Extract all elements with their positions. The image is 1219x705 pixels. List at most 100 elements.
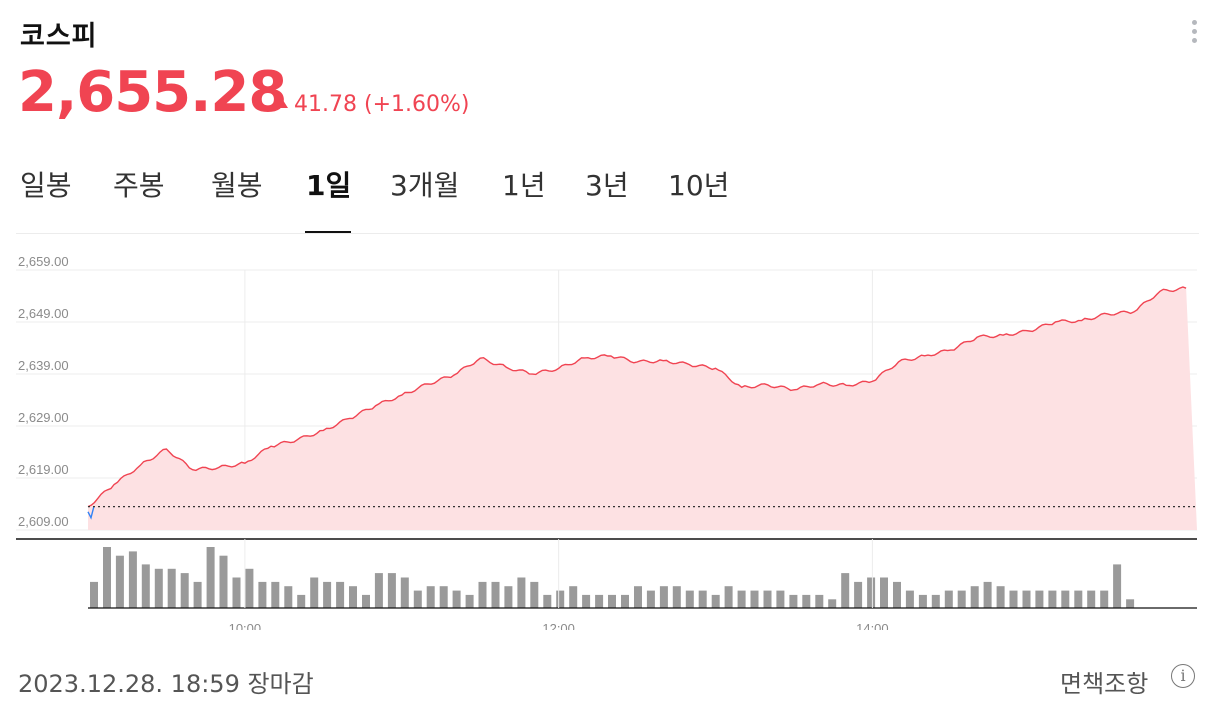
volume-bar [543, 594, 552, 608]
y-tick-label: 2,639.00 [18, 358, 69, 373]
tab-monthly-candle[interactable]: 월봉 [211, 169, 263, 202]
tab-3-months[interactable]: 3개월 [390, 169, 460, 202]
volume-bar [180, 573, 189, 608]
volume-bar [724, 586, 733, 608]
volume-bar [556, 590, 565, 608]
volume-bar [569, 586, 578, 608]
volume-bar [491, 581, 500, 608]
tab-weekly-candle[interactable]: 주봉 [113, 169, 165, 202]
volume-bar [634, 586, 642, 608]
volume-bar [323, 581, 332, 608]
volume-bar [996, 586, 1005, 608]
volume-bar [1100, 590, 1109, 608]
volume-bar [387, 573, 396, 608]
volume-bar [970, 586, 979, 608]
volume-bar [103, 547, 111, 608]
volume-bar [504, 586, 513, 608]
volume-bar [336, 581, 345, 608]
volume-bar [1074, 590, 1083, 608]
x-tick-label: 12:00 [542, 621, 575, 630]
change-value: 41.78 [294, 92, 357, 117]
volume-bar [931, 594, 940, 608]
volume-bar [439, 586, 448, 608]
volume-bar [271, 581, 280, 608]
volume-bar [763, 590, 772, 608]
volume-bar [621, 594, 629, 608]
volume-bar [297, 594, 306, 608]
tab-3-years[interactable]: 3년 [585, 169, 629, 202]
volume-bar [232, 577, 241, 608]
volume-bar [646, 590, 655, 608]
volume-bar [854, 581, 863, 608]
volume-bar [1048, 590, 1057, 608]
volume-bar [867, 577, 876, 608]
y-tick-label: 2,649.00 [18, 306, 69, 321]
y-tick-label: 2,629.00 [18, 410, 69, 425]
intraday-chart[interactable]: 2,659.00 2,649.00 2,639.00 2,629.00 2,619.00… [0, 240, 1219, 630]
volume-bar [918, 594, 927, 608]
index-title: 코스피 [20, 21, 98, 52]
volume-bar [659, 586, 668, 608]
volume-bar [154, 568, 163, 608]
y-tick-label: 2,619.00 [18, 462, 69, 477]
volume-bar [608, 594, 616, 608]
up-triangle-icon [274, 97, 288, 108]
volume-bar [115, 555, 124, 608]
price-line [87, 286, 1187, 508]
volume-bar [880, 577, 888, 608]
more-options-icon[interactable] [1190, 20, 1200, 46]
volume-bar [426, 586, 435, 608]
y-tick-label: 2,609.00 [18, 514, 69, 529]
period-tabs: 일봉 주봉 월봉 1일 3개월 1년 3년 10년 [0, 164, 1219, 234]
volume-bar [452, 590, 461, 608]
volume-bar [374, 573, 383, 608]
volume-bar [893, 581, 901, 608]
tab-daily-candle[interactable]: 일봉 [20, 169, 72, 202]
info-icon[interactable]: i [1171, 664, 1195, 688]
volume-bar [1126, 599, 1135, 608]
tab-10-years[interactable]: 10년 [668, 169, 730, 202]
price-area-fill [88, 287, 1197, 530]
volume-bar [128, 551, 137, 608]
volume-bar [284, 586, 293, 608]
volume-bar [815, 594, 824, 608]
volume-bar [802, 594, 811, 608]
volume-bar [737, 590, 746, 608]
volume-bar [1061, 590, 1070, 608]
tab-1-year[interactable]: 1년 [502, 169, 546, 202]
tab-1-day[interactable]: 1일 [306, 169, 352, 202]
tabs-divider [16, 233, 1199, 234]
volume-bar [517, 577, 526, 608]
volume-bar [362, 594, 370, 608]
volume-bar [1022, 590, 1031, 608]
current-price: 2,655.28 [18, 60, 287, 125]
volume-bar [789, 594, 798, 608]
volume-bar [258, 581, 267, 608]
x-tick-label: 10:00 [229, 621, 262, 630]
volume-bar [841, 573, 850, 608]
volume-bar [828, 599, 837, 608]
volume-bar [1087, 590, 1096, 608]
volume-bar [672, 586, 681, 608]
volume-bar [310, 577, 319, 608]
volume-bar [167, 568, 176, 608]
volume-bar [750, 590, 759, 608]
volume-bar [141, 564, 150, 608]
volume-bar [685, 590, 694, 608]
disclaimer-link[interactable]: 면책조항 [1060, 670, 1149, 698]
y-tick-label: 2,659.00 [18, 254, 69, 269]
change-percent: (+1.60%) [363, 92, 470, 117]
price-change: 41.78 (+1.60%) [274, 92, 469, 117]
volume-bar [711, 594, 720, 608]
volume-bar [530, 581, 539, 608]
volume-bar [90, 581, 98, 608]
volume-bar [582, 594, 591, 608]
price-line-down-segment [87, 505, 95, 520]
volume-bar [413, 590, 422, 608]
volume-bar [957, 590, 966, 608]
volume-bar [776, 590, 785, 608]
volume-bar [245, 568, 254, 608]
volume-bar [905, 590, 914, 608]
market-close-timestamp: 2023.12.28. 18:59 장마감 [18, 670, 314, 698]
volume-bar [349, 586, 357, 608]
